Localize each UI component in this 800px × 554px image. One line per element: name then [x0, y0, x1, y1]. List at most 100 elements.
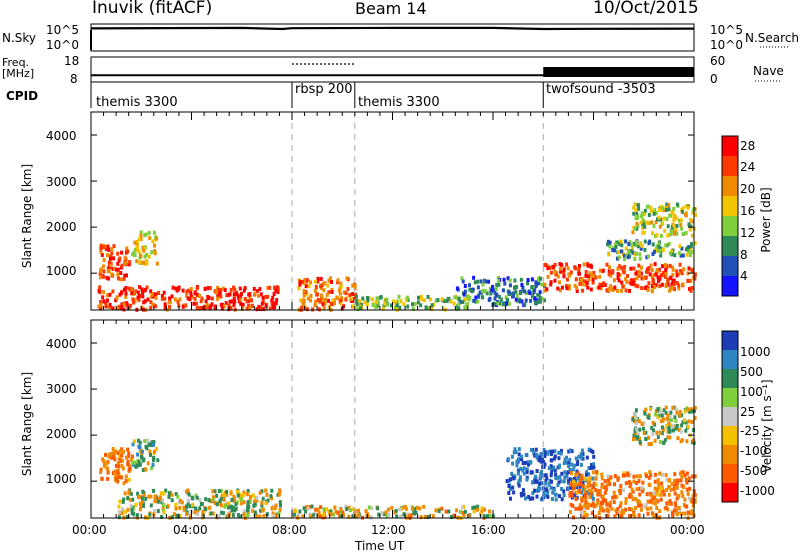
vel-cell — [606, 513, 610, 518]
vel-cell — [164, 488, 168, 493]
vel-cell — [576, 490, 580, 495]
vel-cell — [564, 460, 568, 465]
pwr-cell — [339, 281, 343, 286]
pwr-cell — [539, 276, 543, 281]
pwr-cell — [523, 289, 527, 294]
pwr-cell — [504, 295, 508, 300]
pwr-cell — [605, 262, 609, 267]
vel-cell — [678, 409, 682, 414]
pwr-cell — [326, 283, 330, 288]
vel-cell — [517, 479, 521, 483]
pwr-cell — [99, 306, 102, 311]
vel-cell — [624, 507, 628, 512]
vel-cell — [631, 489, 635, 494]
vel-cell — [666, 507, 670, 512]
pwr-cell — [562, 268, 566, 273]
vel-cell — [581, 483, 585, 488]
vel-cell — [570, 493, 574, 498]
vel-cell — [669, 418, 673, 423]
pwr-cell — [530, 277, 534, 282]
vel-cell — [566, 486, 570, 491]
vel-cell — [262, 513, 266, 518]
vel-cell — [592, 504, 596, 509]
pwr-cell — [309, 280, 313, 285]
velocity-colorbar-swatch — [722, 426, 738, 445]
vel-cell — [552, 465, 556, 470]
vel-cell — [241, 493, 245, 498]
pwr-cell — [612, 278, 616, 283]
power-colorbar-tick: 8 — [740, 248, 748, 262]
vel-cell — [149, 452, 152, 457]
vel-cell — [507, 491, 511, 495]
vel-cell — [667, 502, 671, 506]
vel-cell — [511, 485, 515, 490]
pwr-cell — [465, 303, 469, 308]
pwr-cell — [271, 304, 275, 309]
vel-cell — [538, 481, 542, 486]
pwr-cell — [140, 287, 144, 292]
pwr-cell — [120, 250, 124, 255]
pwr-cell — [327, 290, 331, 295]
pwr-cell — [208, 286, 212, 291]
pwr-cell — [300, 305, 304, 310]
pwr-cell — [598, 282, 602, 287]
vel-cell — [601, 498, 605, 503]
vel-cell — [649, 441, 653, 446]
vel-cell — [399, 506, 403, 511]
vel-cell — [310, 504, 314, 509]
pwr-cell — [188, 297, 192, 302]
vel-cell — [534, 474, 538, 479]
pwr-cell — [567, 286, 571, 291]
vel-cell — [136, 438, 140, 443]
pwr-cell — [258, 287, 262, 292]
pwr-cell — [456, 304, 460, 309]
vel-cell — [509, 496, 512, 501]
pwr-cell — [530, 285, 534, 290]
vel-cell — [673, 415, 677, 420]
pwr-cell — [108, 256, 112, 261]
vel-cell — [309, 514, 313, 519]
vel-cell — [668, 414, 672, 419]
vel-cell — [559, 448, 563, 453]
pwr-cell — [453, 295, 457, 300]
pwr-cell — [208, 306, 212, 311]
vel-cell — [588, 488, 592, 493]
pwr-cell — [416, 300, 420, 305]
vel-cell — [191, 496, 195, 501]
vel-cell — [669, 487, 673, 492]
vel-cell — [663, 438, 667, 443]
pwr-cell — [650, 209, 653, 214]
pwr-cell — [548, 266, 552, 270]
power-colorbar-tick: 28 — [740, 139, 756, 153]
vel-cell — [683, 409, 687, 414]
pwr-cell — [216, 293, 220, 298]
vel-cell — [549, 449, 553, 454]
pwr-cell — [567, 284, 571, 288]
vel-cell — [578, 489, 582, 494]
pwr-cell — [218, 290, 222, 295]
vel-cell — [152, 509, 156, 513]
vel-cell — [259, 508, 263, 513]
vel-cell — [523, 460, 527, 465]
pwr-cell — [168, 305, 171, 310]
vel-cell — [643, 411, 647, 416]
pwr-cell — [678, 218, 681, 223]
pwr-cell — [397, 294, 401, 299]
pwr-cell — [640, 211, 644, 216]
velocity-colorbar-swatch — [722, 445, 738, 464]
pwr-cell — [574, 277, 578, 282]
vel-cell — [103, 461, 107, 466]
pwr-cell — [107, 276, 110, 281]
vel-cell — [342, 513, 345, 517]
pwr-cell — [235, 292, 239, 297]
pwr-cell — [125, 246, 129, 251]
vel-cell — [463, 509, 467, 514]
velocity-colorbar-swatch — [722, 388, 738, 407]
vel-cell — [581, 481, 585, 486]
pwr-cell — [324, 297, 328, 302]
vel-cell — [687, 510, 691, 515]
vel-cell — [140, 496, 144, 501]
pwr-cell — [631, 230, 635, 235]
pwr-cell — [250, 298, 253, 303]
vel-cell — [278, 508, 282, 512]
